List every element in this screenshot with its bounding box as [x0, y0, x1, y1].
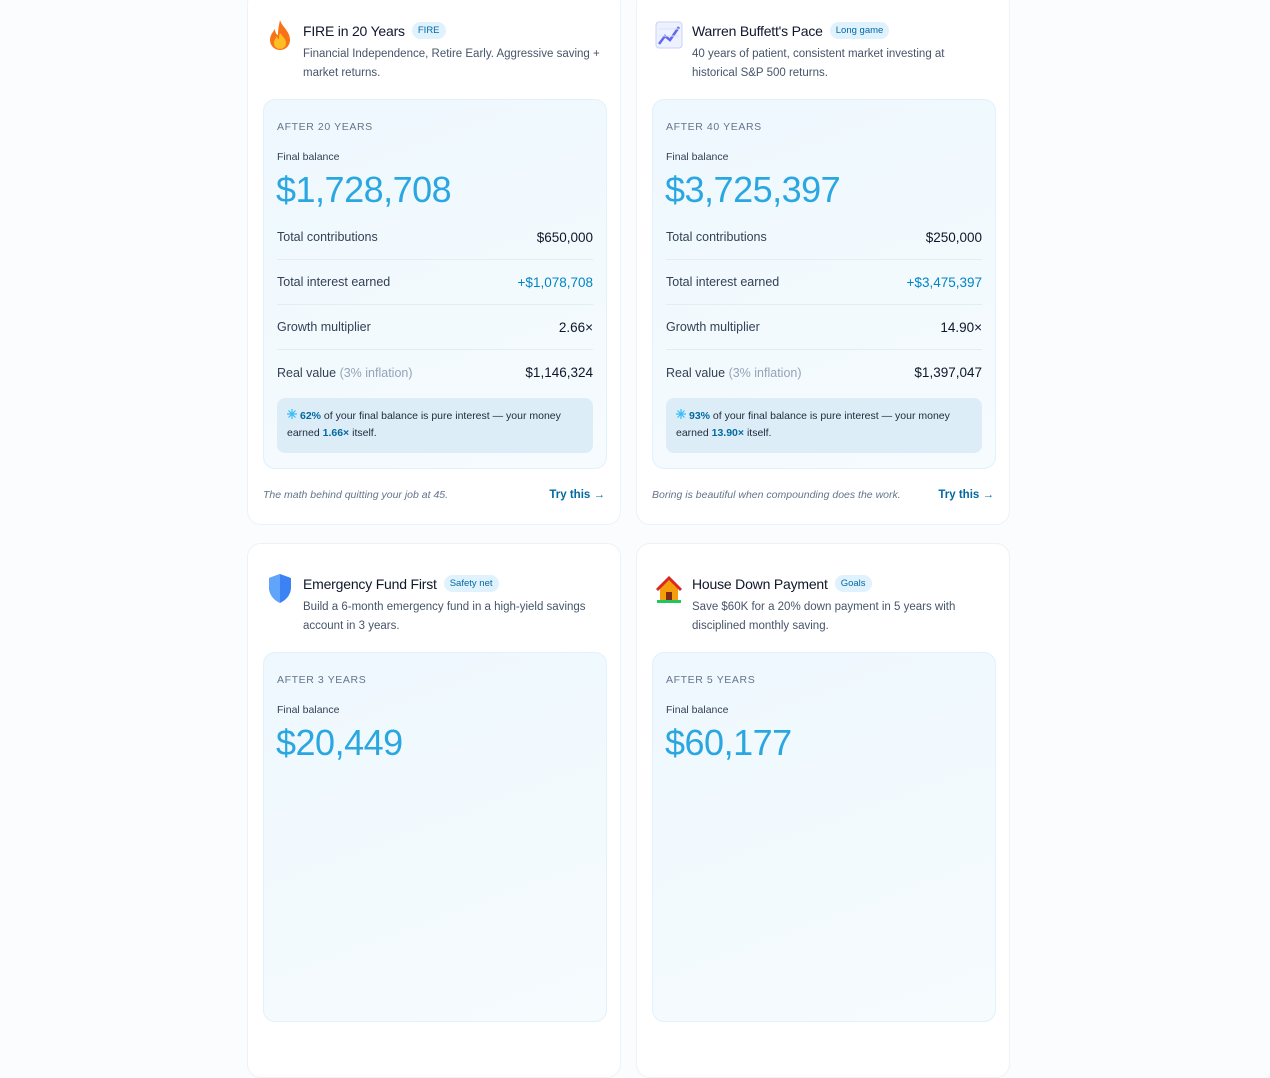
- card-footer: Boring is beautiful when compounding doe…: [652, 489, 994, 501]
- description: Financial Independence, Retire Early. Ag…: [303, 48, 600, 79]
- stat-row: Total contributions $250,000: [666, 215, 982, 260]
- icon: [266, 19, 294, 51]
- insight-end: itself.: [349, 427, 377, 439]
- stat-label: Total contributions: [666, 230, 767, 244]
- final-label: Final balance: [666, 704, 729, 716]
- stat-label: Total interest earned: [277, 275, 391, 289]
- card-header: House Down Payment Goals: [692, 575, 872, 592]
- summary-box: AFTER 5 YEARS Final balance $60,177: [652, 652, 996, 1022]
- final-value: $20,449: [276, 722, 403, 763]
- final-label: Final balance: [277, 151, 340, 163]
- insight-multiple: 1.66×: [322, 427, 350, 439]
- stat-value: $250,000: [925, 229, 982, 245]
- card-header: Emergency Fund First Safety net: [303, 575, 499, 592]
- stat-row: Total contributions $650,000: [277, 215, 593, 260]
- insight-percent: 93%: [689, 410, 711, 422]
- card-title: House Down Payment: [692, 575, 828, 592]
- description: 40 years of patient, consistent market i…: [692, 48, 945, 79]
- tagline: Boring is beautiful when compounding doe…: [652, 489, 901, 501]
- try-link[interactable]: Try this →: [549, 489, 605, 501]
- stat-value: $1,146,324: [525, 365, 593, 380]
- icon: [655, 572, 683, 604]
- stat-row: Real value (3% inflation) $1,397,047: [666, 350, 982, 395]
- stat-label: Total contributions: [277, 230, 378, 244]
- insight: 93% of your final balance is pure intere…: [666, 398, 982, 453]
- stat-label: Total interest earned: [666, 275, 780, 289]
- stat-value: $1,397,047: [914, 365, 982, 380]
- final-value: $1,728,708: [276, 169, 452, 210]
- summary-box: AFTER 3 YEARS Final balance $20,449: [263, 652, 607, 1022]
- stat-label: Growth multiplier: [666, 320, 760, 334]
- scenario-card: FIRE in 20 Years FIRE Financial Independen…: [247, 0, 621, 525]
- stat-row: Total interest earned +$3,475,397: [666, 260, 982, 305]
- page: (() => { const data = JSON.parse(documen…: [247, 0, 1010, 1078]
- stat-row: Growth multiplier 14.90×: [666, 305, 982, 350]
- period: AFTER 40 YEARS: [666, 121, 762, 133]
- stat-label: Real value (3% inflation): [666, 365, 802, 380]
- insight-multiple: 13.90×: [711, 427, 745, 439]
- stat-label: Growth multiplier: [277, 320, 371, 334]
- snowflake-icon: [287, 409, 300, 422]
- card-header: Warren Buffett's Pace Long game: [692, 22, 890, 39]
- insight-percent: 62%: [300, 410, 322, 422]
- stat-note: (3% inflation): [728, 365, 802, 380]
- stat-value: +$1,078,708: [517, 274, 593, 290]
- card-header: FIRE in 20 Years FIRE: [303, 22, 446, 39]
- badge: Goals: [834, 575, 872, 592]
- stat-row: Total interest earned +$1,078,708: [277, 260, 593, 305]
- stat-note: (3% inflation): [339, 365, 413, 380]
- icon: [655, 19, 683, 51]
- period: AFTER 5 YEARS: [666, 674, 756, 686]
- insight-text: of your final balance is pure interest —…: [287, 410, 561, 439]
- try-link[interactable]: Try this →: [938, 489, 994, 501]
- stat-label: Real value (3% inflation): [277, 365, 413, 380]
- card-title: Emergency Fund First: [303, 575, 437, 592]
- summary-box: AFTER 20 YEARS Final balance $1,728,708 Tot…: [263, 99, 607, 469]
- scenario-card: Emergency Fund First Safety net Build a 6-…: [247, 543, 621, 1078]
- insight: 62% of your final balance is pure intere…: [277, 398, 593, 453]
- scenario-card: House Down Payment Goals Save $60K for a 2…: [636, 543, 1010, 1078]
- final-value: $60,177: [665, 722, 792, 763]
- stat-row: Real value (3% inflation) $1,146,324: [277, 350, 593, 395]
- stat-row: Growth multiplier 2.66×: [277, 305, 593, 350]
- icon: [266, 572, 294, 604]
- stats: Total contributions $650,000 Total interes…: [277, 215, 593, 395]
- final-label: Final balance: [277, 704, 340, 716]
- description: Build a 6-month emergency fund in a high…: [303, 601, 586, 632]
- badge: Long game: [829, 22, 890, 39]
- stat-value: +$3,475,397: [906, 274, 982, 290]
- stat-value: 14.90×: [940, 319, 982, 335]
- stat-value: 2.66×: [558, 319, 593, 335]
- stats: Total contributions $250,000 Total interes…: [666, 215, 982, 395]
- summary-box: AFTER 40 YEARS Final balance $3,725,397 Tot…: [652, 99, 996, 469]
- snowflake-icon: [676, 409, 689, 422]
- insight-end: itself.: [744, 427, 772, 439]
- final-label: Final balance: [666, 151, 729, 163]
- description: Save $60K for a 20% down payment in 5 ye…: [692, 601, 956, 632]
- card-title: FIRE in 20 Years: [303, 22, 405, 39]
- tagline: The math behind quitting your job at 45.: [263, 489, 449, 501]
- scenario-card: Warren Buffett's Pace Long game 40 years o…: [636, 0, 1010, 525]
- period: AFTER 3 YEARS: [277, 674, 367, 686]
- period: AFTER 20 YEARS: [277, 121, 373, 133]
- card-title: Warren Buffett's Pace: [692, 22, 823, 39]
- badge: Safety net: [443, 575, 499, 592]
- badge: FIRE: [411, 22, 446, 39]
- stat-value: $650,000: [536, 229, 593, 245]
- final-value: $3,725,397: [665, 169, 841, 210]
- card-footer: The math behind quitting your job at 45.…: [263, 489, 605, 501]
- insight-text: of your final balance is pure interest —…: [676, 410, 950, 439]
